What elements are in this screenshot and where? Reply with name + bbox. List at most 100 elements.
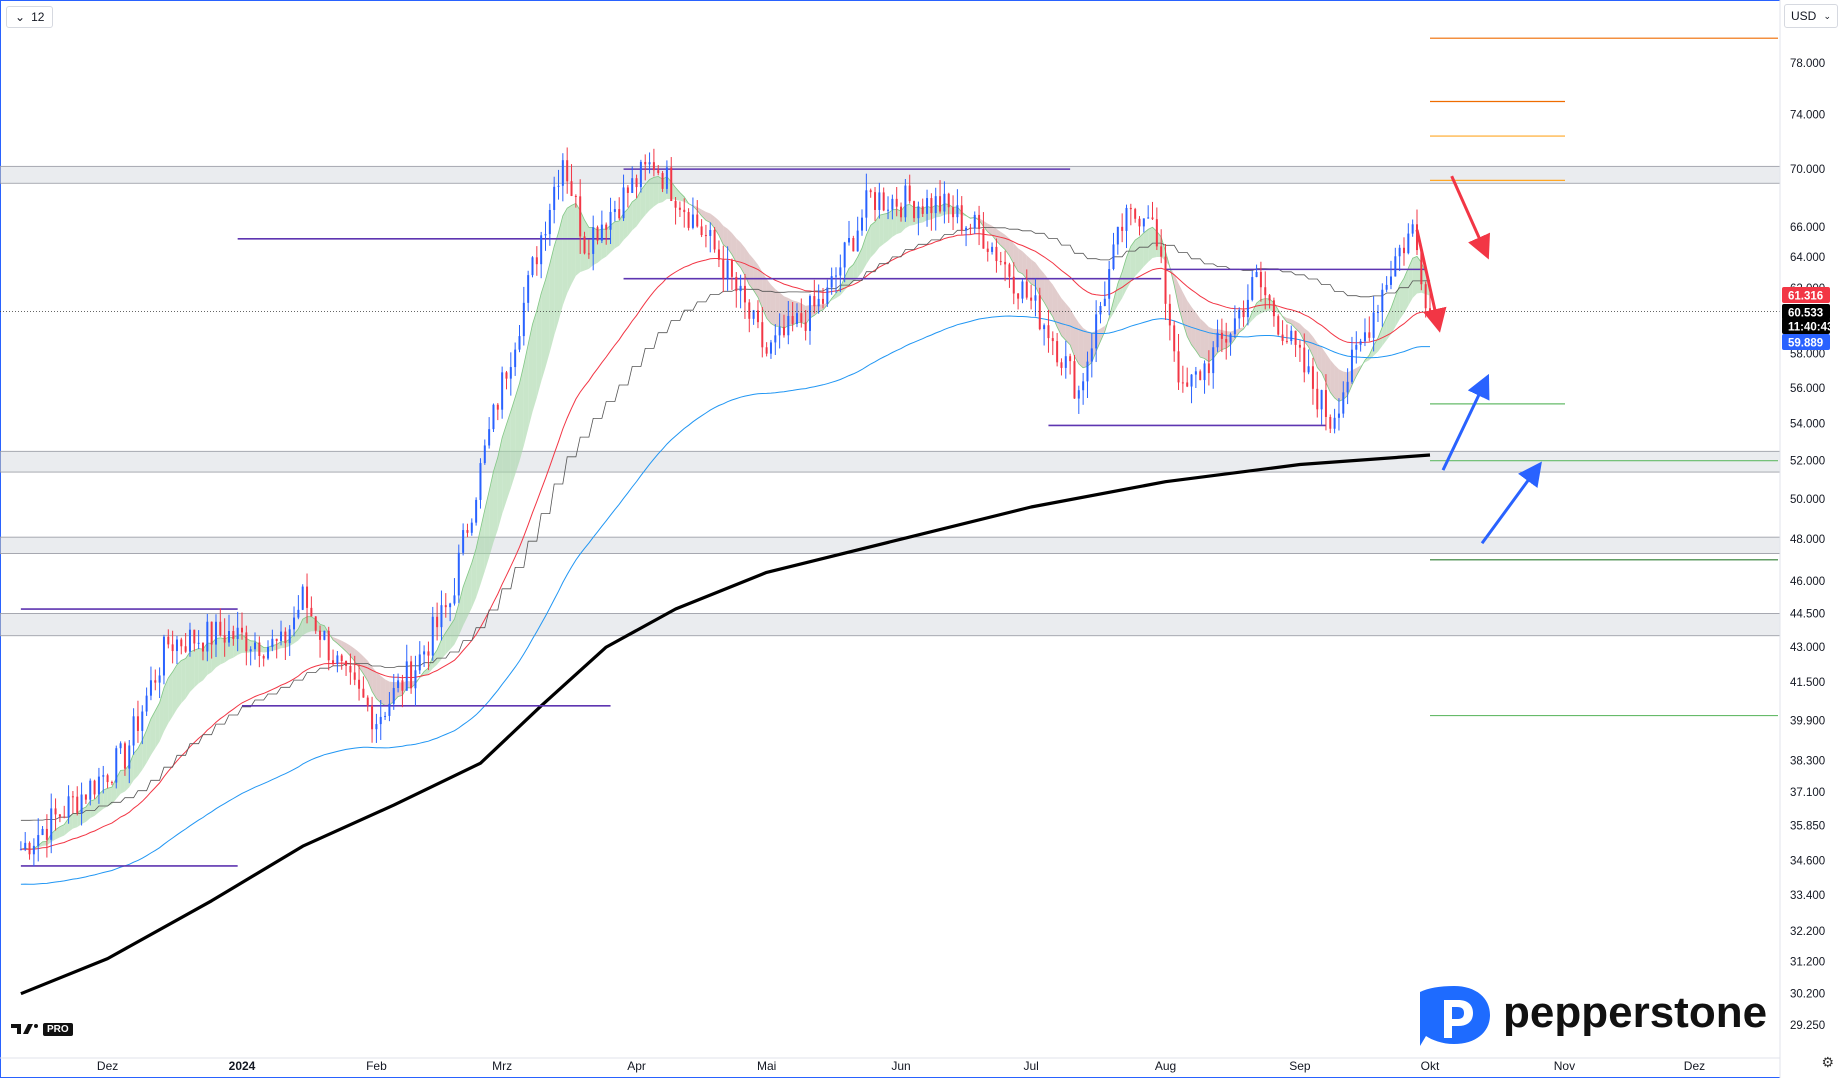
- candle-body: [574, 195, 577, 197]
- ema-fast-line: [20, 175, 1431, 850]
- ema-ribbon-segment: [723, 225, 728, 249]
- candle-body: [1368, 332, 1371, 338]
- candle-body: [1203, 363, 1206, 381]
- ema-ribbon-segment: [580, 210, 585, 273]
- ema-ribbon-segment: [944, 203, 949, 215]
- candle: [717, 240, 720, 268]
- ema-ribbon-segment: [770, 284, 776, 327]
- candle-body: [592, 227, 595, 254]
- interval-label: 12: [31, 10, 45, 24]
- candle-body: [600, 224, 603, 241]
- ema-ribbon-segment: [875, 215, 880, 254]
- candle-body: [254, 642, 257, 650]
- candle: [696, 200, 699, 228]
- settings-icon[interactable]: ⚙: [1821, 1054, 1834, 1070]
- ema-ribbon-segment: [953, 206, 958, 215]
- candle-body: [24, 842, 27, 850]
- candle-body: [1216, 332, 1219, 348]
- candle: [145, 687, 148, 716]
- candle-body: [648, 162, 651, 165]
- candle-body: [1134, 209, 1137, 219]
- candle-body: [1069, 356, 1072, 362]
- ema-ribbon-segment: [862, 234, 867, 272]
- candle-body: [895, 198, 898, 207]
- y-tick-label: 29.250: [1790, 1020, 1825, 1032]
- candle-body: [206, 621, 209, 652]
- candle: [1207, 350, 1210, 386]
- candle: [995, 238, 998, 273]
- candle-body: [1298, 344, 1301, 348]
- candle: [1376, 304, 1379, 322]
- candle: [1112, 232, 1115, 271]
- candle-body: [1043, 325, 1046, 330]
- candle-body: [730, 260, 733, 277]
- candle-body: [1376, 311, 1379, 313]
- candle-body: [1194, 371, 1197, 375]
- candle-body: [115, 748, 118, 783]
- candle-body: [462, 530, 465, 553]
- ema-ribbon-segment: [159, 687, 164, 742]
- candle: [149, 666, 152, 701]
- ema-ribbon-segment: [1152, 227, 1157, 259]
- candle-body: [631, 178, 634, 193]
- candle: [267, 640, 270, 661]
- candle-body: [267, 646, 270, 659]
- ema-ribbon-segment: [259, 644, 264, 653]
- ema-ribbon-segment: [1031, 259, 1036, 287]
- ema-ribbon-segment: [233, 635, 238, 658]
- candle-body: [1199, 371, 1202, 381]
- candle-body: [201, 642, 204, 652]
- candle-body: [197, 642, 200, 644]
- candle-body: [973, 214, 976, 229]
- candle-body: [622, 187, 625, 219]
- candle-body: [752, 310, 755, 319]
- candle: [158, 667, 161, 699]
- ema-ribbon-segment: [727, 228, 732, 255]
- candle-body: [193, 629, 196, 644]
- candle: [162, 634, 165, 685]
- candle: [965, 225, 968, 247]
- currency-selector[interactable]: USD ⌄: [1784, 4, 1838, 28]
- candle-body: [1173, 325, 1176, 352]
- ema-ribbon-segment: [242, 634, 247, 653]
- ema-ribbon-segment: [740, 242, 745, 276]
- ema-ribbon-segment: [940, 203, 945, 217]
- candle-body: [1277, 316, 1280, 335]
- price-label-text: 61.316: [1788, 291, 1823, 303]
- candle: [1233, 305, 1236, 339]
- candle-body: [97, 776, 100, 795]
- ema-ribbon-segment: [1161, 236, 1166, 262]
- ema-ribbon-segment: [506, 411, 511, 502]
- candle-body: [861, 217, 864, 231]
- candle: [1333, 408, 1336, 434]
- ema-ribbon-segment: [385, 679, 390, 706]
- ema-ribbon-segment: [666, 176, 672, 200]
- ema-ribbon-segment: [1195, 312, 1201, 358]
- candle-body: [544, 234, 547, 236]
- candle-body: [1056, 341, 1059, 363]
- candle: [214, 614, 217, 658]
- candle-body: [427, 651, 430, 656]
- candle: [1164, 243, 1167, 320]
- candle-body: [1359, 341, 1362, 345]
- candle-body: [1190, 374, 1193, 387]
- candle-body: [830, 276, 833, 288]
- candle: [245, 625, 248, 666]
- candle: [1368, 316, 1371, 342]
- candle-body: [1004, 261, 1007, 265]
- currency-label: USD: [1791, 9, 1817, 23]
- candle-body: [366, 697, 369, 706]
- interval-button[interactable]: ⌄ 12: [6, 6, 54, 28]
- ema-ribbon-segment: [1403, 268, 1409, 314]
- candle: [1129, 203, 1132, 226]
- y-tick-label: 32.200: [1790, 926, 1825, 938]
- x-tick-label: Aug: [1155, 1059, 1176, 1073]
- candle-body: [540, 235, 543, 265]
- candle-body: [319, 630, 322, 640]
- candle-body: [1025, 281, 1028, 298]
- ema-ribbon-segment: [1395, 285, 1400, 327]
- y-tick-label: 58.000: [1790, 349, 1825, 361]
- candle-body: [1212, 347, 1215, 374]
- candle-body: [1259, 271, 1262, 288]
